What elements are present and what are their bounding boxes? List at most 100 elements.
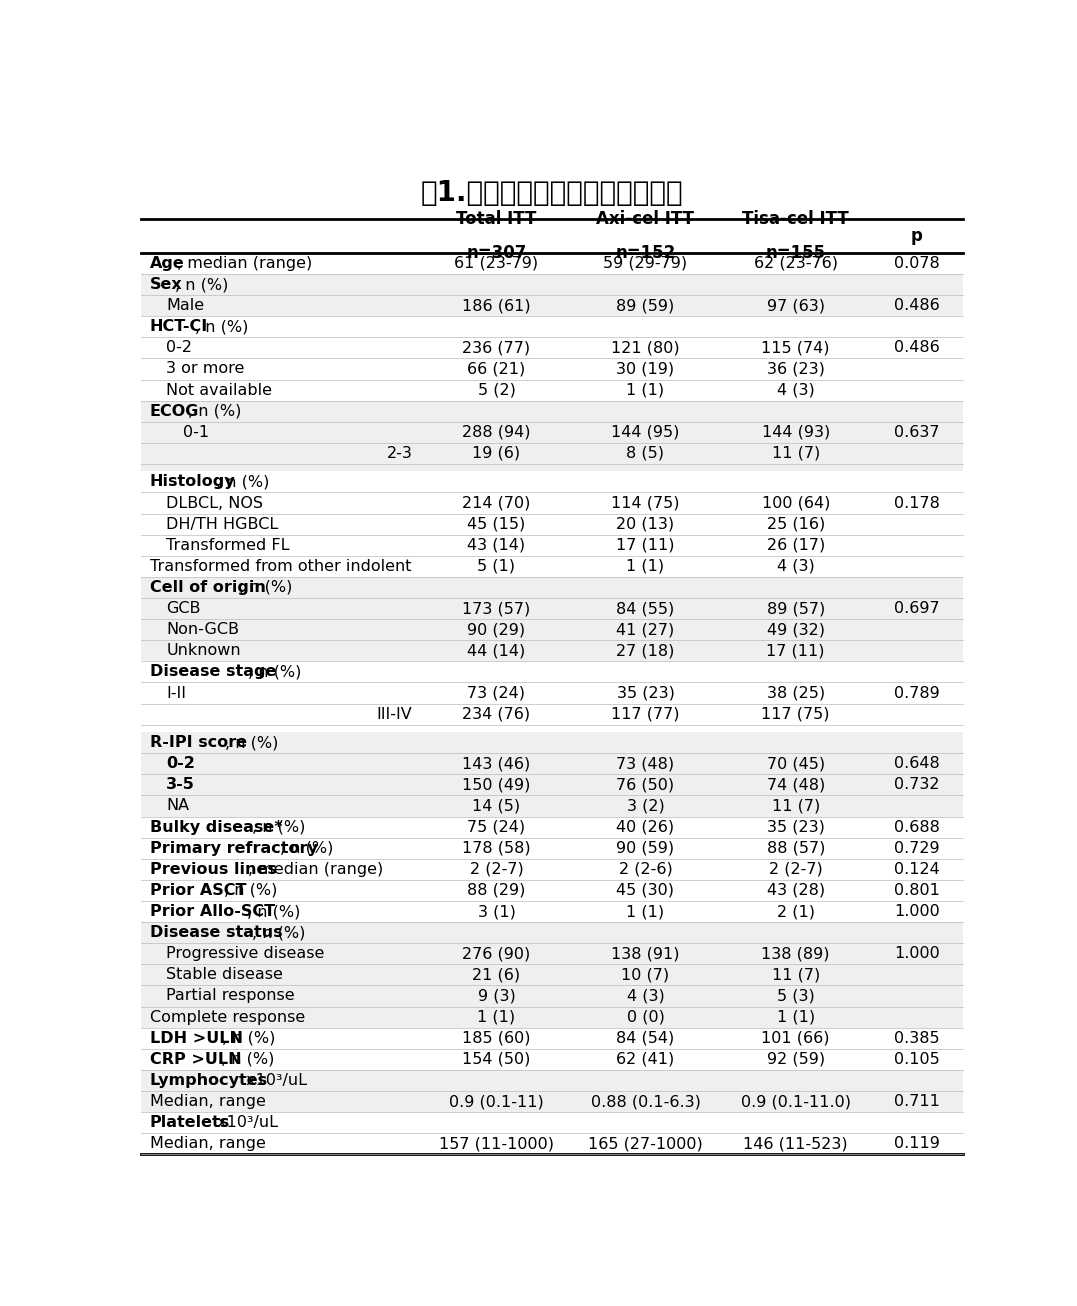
Text: 2 (1): 2 (1) <box>777 904 814 919</box>
Bar <box>141 704 963 725</box>
Text: 61 (23-79): 61 (23-79) <box>454 256 538 270</box>
Text: 11 (7): 11 (7) <box>771 798 820 814</box>
Text: Not available: Not available <box>166 383 272 397</box>
Text: 2 (2-7): 2 (2-7) <box>470 862 523 876</box>
Text: Cell of origin: Cell of origin <box>150 580 266 596</box>
Text: 3 (1): 3 (1) <box>477 904 516 919</box>
Text: , n (%): , n (%) <box>187 404 241 419</box>
Text: 20 (13): 20 (13) <box>616 517 674 532</box>
Bar <box>141 725 963 733</box>
Text: 0.648: 0.648 <box>894 756 939 772</box>
Text: 1.000: 1.000 <box>894 947 939 961</box>
Text: 0-2: 0-2 <box>166 756 195 772</box>
Text: 0.88 (0.1-6.3): 0.88 (0.1-6.3) <box>590 1094 700 1109</box>
Text: Bulky disease*: Bulky disease* <box>150 820 282 835</box>
Text: 288 (94): 288 (94) <box>462 424 531 440</box>
Text: DLBCL, NOS: DLBCL, NOS <box>166 495 264 511</box>
Text: 236 (77): 236 (77) <box>462 341 531 355</box>
Text: 5 (2): 5 (2) <box>477 383 516 397</box>
Text: 90 (59): 90 (59) <box>616 841 674 855</box>
Bar <box>141 316 963 337</box>
Text: 40 (26): 40 (26) <box>616 820 674 835</box>
Bar <box>141 943 963 964</box>
Text: 45 (15): 45 (15) <box>467 517 526 532</box>
Text: n=155: n=155 <box>766 244 826 263</box>
Text: 0.385: 0.385 <box>894 1030 939 1046</box>
Text: 3 or more: 3 or more <box>166 362 244 376</box>
Text: 276 (90): 276 (90) <box>462 947 531 961</box>
Bar <box>141 1070 963 1091</box>
Text: 1 (1): 1 (1) <box>627 559 665 573</box>
Bar <box>141 754 963 774</box>
Text: Median, range: Median, range <box>150 1094 266 1109</box>
Text: 35 (23): 35 (23) <box>767 820 825 835</box>
Text: 0 (0): 0 (0) <box>627 1010 665 1025</box>
Text: 4 (3): 4 (3) <box>627 989 665 1003</box>
Text: 0-2: 0-2 <box>166 341 193 355</box>
Text: 73 (24): 73 (24) <box>467 686 526 700</box>
Text: GCB: GCB <box>166 601 200 616</box>
Bar <box>141 598 963 619</box>
Text: Non-GCB: Non-GCB <box>166 622 239 637</box>
Bar <box>141 640 963 661</box>
Text: , n (%): , n (%) <box>224 883 278 899</box>
Text: 43 (14): 43 (14) <box>467 538 526 552</box>
Bar <box>141 443 963 464</box>
Text: 92 (59): 92 (59) <box>767 1051 825 1067</box>
Text: DH/TH HGBCL: DH/TH HGBCL <box>166 517 279 532</box>
Text: Prior Allo-SCT: Prior Allo-SCT <box>150 904 275 919</box>
Text: 178 (58): 178 (58) <box>462 841 531 855</box>
Text: , n (%): , n (%) <box>225 735 278 750</box>
Text: CRP >ULN: CRP >ULN <box>150 1051 241 1067</box>
Text: 114 (75): 114 (75) <box>611 495 680 511</box>
Text: Primary refractory: Primary refractory <box>150 841 318 855</box>
Bar <box>141 401 963 422</box>
Text: 146 (11-523): 146 (11-523) <box>743 1136 848 1152</box>
Text: n=152: n=152 <box>615 244 675 263</box>
Text: 101 (66): 101 (66) <box>761 1030 830 1046</box>
Text: 0.119: 0.119 <box>894 1136 939 1152</box>
Text: Male: Male <box>166 298 205 313</box>
Text: 0.078: 0.078 <box>894 256 939 270</box>
Text: 1 (1): 1 (1) <box>627 904 665 919</box>
Text: 150 (49): 150 (49) <box>462 777 531 793</box>
Text: 49 (32): 49 (32) <box>767 622 825 637</box>
Bar <box>141 922 963 943</box>
Bar <box>141 964 963 986</box>
Text: , n (%): , n (%) <box>195 319 248 334</box>
Text: 121 (80): 121 (80) <box>611 341 680 355</box>
Text: ECOG: ECOG <box>150 404 199 419</box>
Text: , n (%): , n (%) <box>221 1051 274 1067</box>
Text: 43 (28): 43 (28) <box>767 883 825 899</box>
Text: HCT-CI: HCT-CI <box>150 319 208 334</box>
Text: NA: NA <box>166 798 190 814</box>
Text: 41 (27): 41 (27) <box>616 622 674 637</box>
Text: , median (range): , median (range) <box>248 862 383 876</box>
Bar <box>141 464 963 471</box>
Text: 185 (60): 185 (60) <box>462 1030 531 1046</box>
Text: Progressive disease: Progressive disease <box>166 947 325 961</box>
Bar <box>141 986 963 1007</box>
Text: 1 (1): 1 (1) <box>477 1010 516 1025</box>
Text: Transformed FL: Transformed FL <box>166 538 290 552</box>
Text: 27 (18): 27 (18) <box>616 644 674 658</box>
Text: 73 (48): 73 (48) <box>616 756 674 772</box>
Bar <box>141 901 963 922</box>
Text: Histology: Histology <box>150 474 235 490</box>
Text: Transformed from other indolent: Transformed from other indolent <box>150 559 411 573</box>
Text: Age: Age <box>150 256 184 270</box>
Bar <box>141 837 963 859</box>
Text: 36 (23): 36 (23) <box>767 362 825 376</box>
Text: 17 (11): 17 (11) <box>616 538 674 552</box>
Text: 4 (3): 4 (3) <box>777 559 814 573</box>
Bar <box>141 556 963 577</box>
Text: 144 (95): 144 (95) <box>612 424 680 440</box>
Text: 1 (1): 1 (1) <box>777 1010 814 1025</box>
Text: , n (%): , n (%) <box>216 474 269 490</box>
Text: 66 (21): 66 (21) <box>467 362 526 376</box>
Text: 3 (2): 3 (2) <box>627 798 665 814</box>
Text: 5 (3): 5 (3) <box>777 989 814 1003</box>
Bar <box>141 534 963 556</box>
Bar <box>141 219 963 253</box>
Text: 70 (45): 70 (45) <box>767 756 825 772</box>
